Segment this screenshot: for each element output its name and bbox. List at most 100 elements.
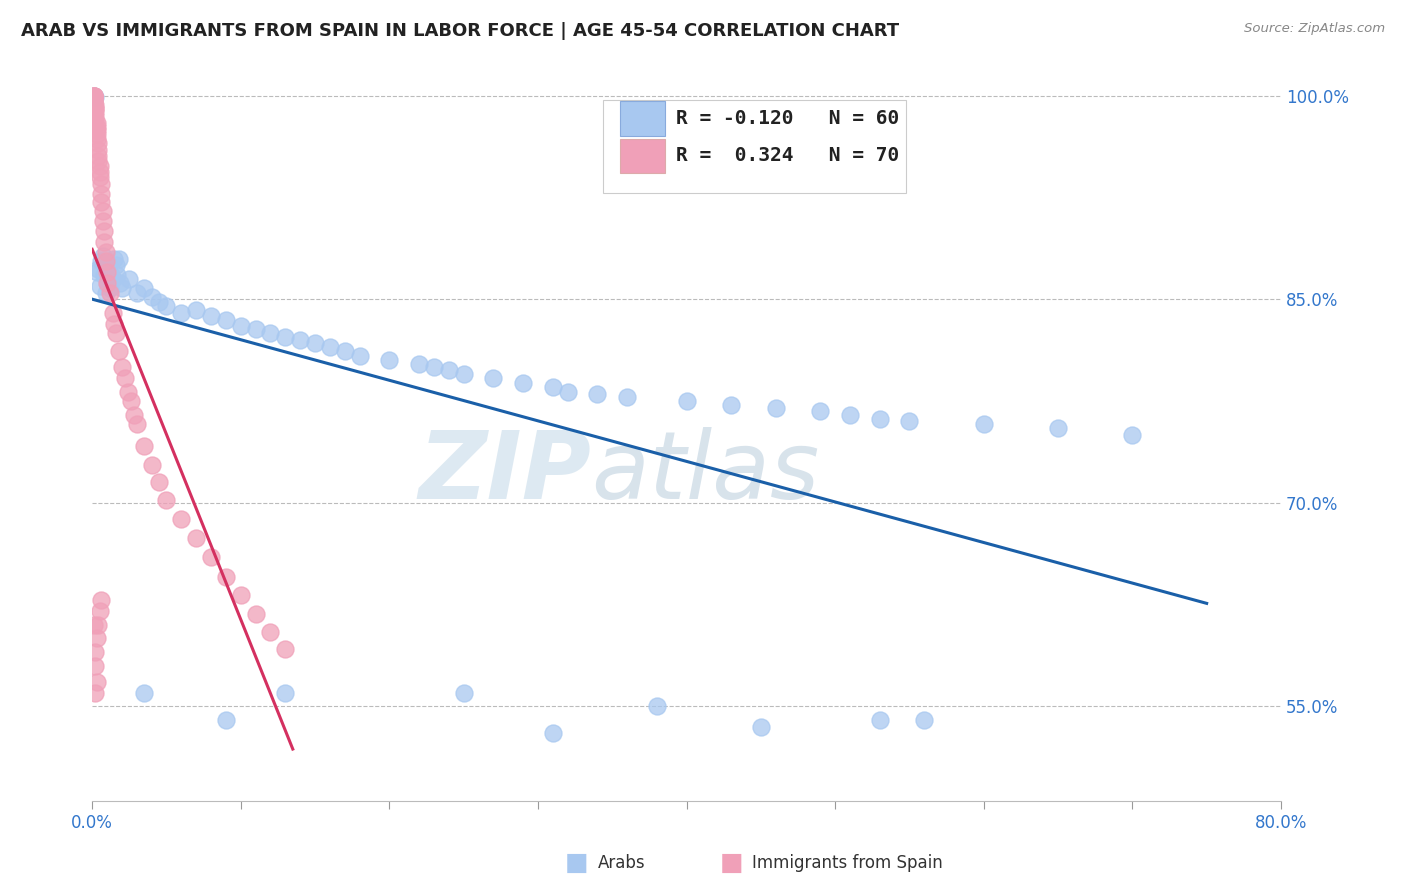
Point (84, 645, 107, 659)
Text: R = -0.120   N = 60: R = -0.120 N = 60 (676, 109, 898, 128)
Point (86, 120, 108, 134)
Text: atlas: atlas (592, 427, 820, 518)
Point (245, 322, 267, 336)
Text: ZIP: ZIP (419, 427, 592, 519)
Point (134, 281, 156, 295)
Point (86, 122, 108, 136)
Point (104, 326, 127, 341)
Point (96, 276, 118, 290)
Text: R =  0.324   N = 70: R = 0.324 N = 70 (676, 146, 898, 165)
Point (765, 401, 787, 415)
Point (94, 254, 117, 268)
Point (91, 249, 114, 263)
Point (83, 88, 105, 103)
Point (111, 360, 134, 375)
Point (274, 686, 297, 700)
Point (86, 132, 108, 146)
Point (675, 394, 697, 409)
Point (378, 353, 401, 368)
Point (84, 113, 107, 128)
Point (87, 153, 110, 168)
Point (453, 367, 475, 381)
Point (586, 387, 609, 401)
Point (90, 177, 112, 191)
Text: Immigrants from Spain: Immigrants from Spain (752, 854, 943, 871)
Point (89, 165, 111, 179)
Point (91, 213, 114, 227)
Text: Arabs: Arabs (598, 854, 645, 871)
Point (186, 531, 208, 545)
Point (148, 295, 170, 310)
Point (83, 618, 105, 632)
Point (869, 411, 891, 425)
Point (84, 101, 107, 115)
Point (108, 343, 131, 358)
Point (541, 380, 564, 394)
Point (90, 186, 112, 201)
Point (98, 281, 121, 295)
Point (512, 376, 534, 391)
Point (84, 90, 107, 104)
Point (89, 278, 111, 293)
Point (84, 103, 107, 117)
FancyBboxPatch shape (620, 138, 665, 173)
Point (89, 170, 111, 185)
Point (304, 335, 326, 350)
Point (86, 116, 108, 130)
Point (94, 285, 117, 300)
Point (122, 408, 145, 422)
Point (111, 281, 134, 295)
Point (86, 674, 108, 689)
Point (333, 343, 356, 358)
Point (101, 272, 124, 286)
Point (93, 268, 115, 282)
Point (125, 285, 148, 300)
Point (83, 88, 105, 103)
Point (155, 493, 177, 508)
Point (87, 136, 110, 151)
Point (290, 333, 312, 347)
Point (101, 306, 124, 320)
Point (215, 312, 238, 326)
Point (125, 417, 148, 431)
Point (720, 398, 742, 412)
Point (89, 160, 111, 174)
Point (83, 95, 105, 109)
Point (437, 363, 460, 377)
Point (229, 319, 252, 334)
Point (839, 408, 862, 422)
Point (87, 618, 110, 632)
Point (84, 109, 107, 123)
Point (83, 88, 105, 103)
Point (186, 303, 208, 318)
Point (898, 414, 921, 428)
Point (259, 326, 281, 341)
Text: ■: ■ (565, 851, 588, 874)
Point (93, 235, 115, 250)
Point (118, 272, 141, 286)
Point (645, 699, 668, 714)
Point (114, 371, 136, 385)
Point (103, 317, 125, 331)
Point (200, 549, 222, 564)
Point (215, 713, 238, 727)
Point (141, 290, 163, 304)
Point (83, 88, 105, 103)
Point (482, 371, 505, 385)
Point (98, 285, 121, 300)
Point (110, 276, 132, 290)
Point (96, 265, 118, 279)
Point (84, 105, 107, 120)
Point (1121, 428, 1143, 442)
Point (541, 726, 564, 740)
Point (84, 686, 107, 700)
Point (141, 458, 163, 472)
Point (83, 91, 105, 105)
Point (100, 268, 122, 282)
Point (104, 259, 127, 273)
Point (215, 570, 238, 584)
Point (616, 390, 638, 404)
Point (83, 93, 105, 107)
Point (274, 642, 297, 657)
Point (89, 604, 111, 618)
